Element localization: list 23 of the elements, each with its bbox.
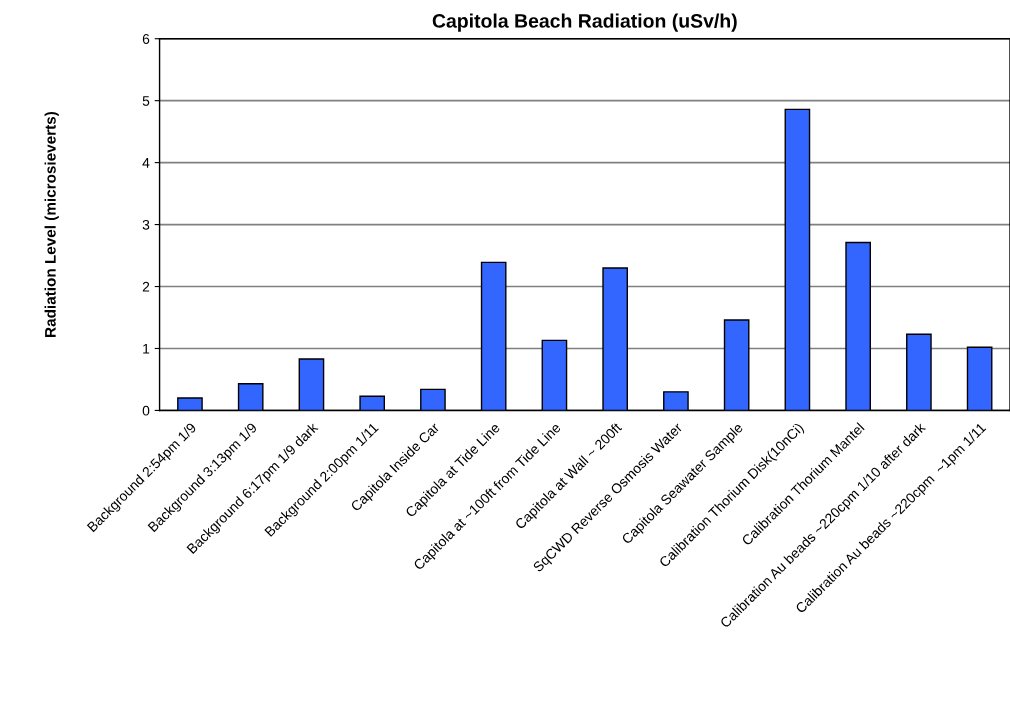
bar [723, 319, 750, 411]
y-tick-label: 1 [143, 343, 150, 354]
y-axis-title: Radiation Level (microsieverts) [44, 111, 59, 337]
bar [906, 333, 932, 411]
bar [602, 267, 629, 411]
y-tick-label: 3 [142, 219, 150, 230]
bar [359, 395, 386, 411]
y-tick-label: 6 [142, 34, 150, 44]
chart-title: Capitola Beach Radiation (uSv/h) [432, 13, 737, 32]
y-tick-label: 4 [142, 158, 150, 168]
y-tick-label: 5 [142, 96, 150, 106]
bar [966, 346, 993, 411]
bar [845, 241, 871, 411]
bar [177, 397, 203, 411]
bar [298, 358, 325, 411]
bar [420, 388, 446, 411]
bar [541, 339, 568, 411]
bar [784, 108, 811, 411]
y-tick-label: 0 [142, 405, 150, 416]
y-tick-label: 2 [142, 281, 150, 292]
bar [237, 383, 264, 411]
bar [480, 261, 507, 411]
bar [663, 391, 689, 411]
